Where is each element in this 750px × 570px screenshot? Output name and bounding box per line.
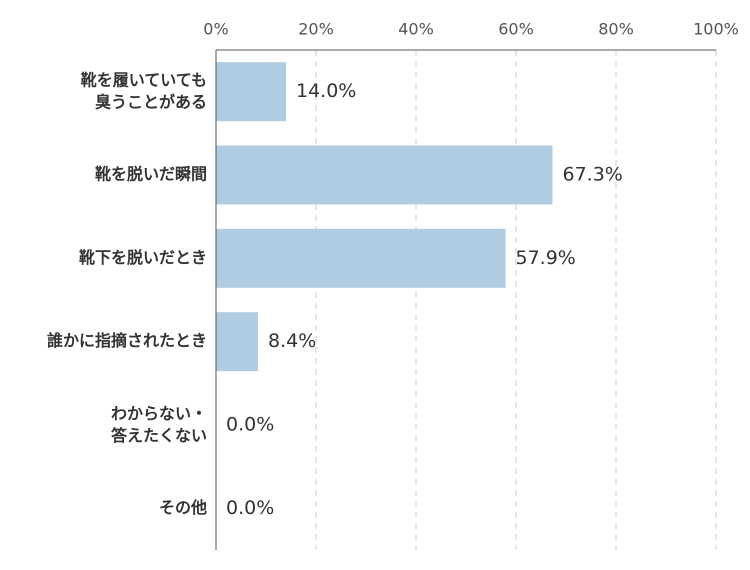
- value-label: 0.0%: [226, 497, 274, 519]
- value-label: 0.0%: [226, 414, 274, 436]
- bar: [216, 312, 258, 372]
- x-tick-label: 80%: [598, 20, 634, 39]
- category-label: 誰かに指摘されたとき: [47, 331, 207, 350]
- bar: [216, 228, 506, 288]
- category-label: 靴を脱いだ瞬間: [95, 165, 207, 184]
- x-tick-label: 40%: [398, 20, 434, 39]
- x-tick-label: 100%: [693, 20, 739, 39]
- value-label: 8.4%: [268, 330, 316, 352]
- x-tick-label: 20%: [298, 20, 334, 39]
- category-label: その他: [159, 498, 207, 517]
- bar: [216, 145, 553, 205]
- category-label: 靴を履いていても臭うことがある: [81, 70, 207, 111]
- x-tick-label: 0%: [203, 20, 228, 39]
- category-label: 靴下を脱いだとき: [79, 248, 207, 267]
- value-label: 67.3%: [563, 164, 623, 186]
- value-label: 57.9%: [516, 247, 576, 269]
- bar: [216, 62, 286, 122]
- value-label: 14.0%: [296, 80, 356, 102]
- x-tick-label: 60%: [498, 20, 534, 39]
- category-label: わからない・答えたくない: [111, 404, 207, 445]
